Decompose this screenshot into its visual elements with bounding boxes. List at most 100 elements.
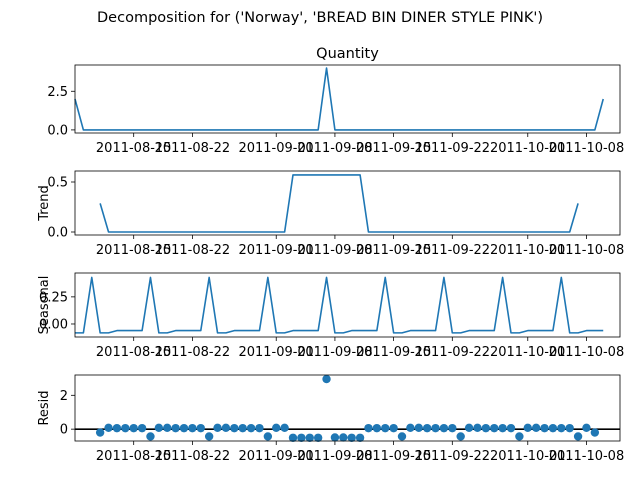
resid-point	[582, 423, 591, 432]
resid-point	[137, 423, 147, 433]
resid-point	[230, 423, 239, 433]
resid-point	[163, 423, 172, 432]
resid-point	[238, 423, 247, 433]
axes-frame	[74, 374, 621, 442]
resid-point	[188, 423, 197, 433]
y-tick-label: 2.5	[47, 85, 68, 100]
x-tick-label: 2011-09-15	[356, 449, 432, 464]
resid-point	[439, 423, 449, 433]
y-tick-label: 0.00	[39, 317, 68, 332]
resid-point	[590, 428, 600, 437]
resid-point	[112, 423, 122, 433]
x-tick-label: 2011-10-01	[490, 243, 566, 258]
x-tick-label: 2011-10-01	[490, 141, 566, 156]
resid-point	[573, 432, 583, 441]
axes-frame	[74, 170, 621, 236]
x-tick-label: 2011-08-15	[96, 345, 172, 360]
resid-point	[305, 433, 314, 442]
x-tick-label: 2011-10-08	[549, 243, 625, 258]
x-tick-label: 2011-10-01	[490, 449, 566, 464]
x-tick-label: 2011-10-08	[549, 345, 625, 360]
resid-point	[288, 433, 298, 442]
x-tick-label: 2011-09-01	[238, 345, 314, 360]
resid-point	[431, 423, 440, 433]
resid-point	[330, 433, 340, 442]
resid-point	[448, 423, 457, 433]
x-tick-label: 2011-09-08	[297, 243, 373, 258]
resid-point	[456, 432, 465, 441]
resid-point	[414, 423, 423, 432]
x-tick-label: 2011-10-01	[490, 345, 566, 360]
resid-point	[146, 432, 155, 441]
resid-point	[221, 423, 231, 432]
x-tick-label: 2011-08-22	[155, 141, 231, 156]
y-tick-label: 2	[60, 389, 68, 404]
resid-point	[473, 423, 482, 432]
resid-point	[339, 433, 348, 442]
resid-point	[464, 423, 474, 432]
resid-point	[540, 423, 549, 433]
resid-point	[95, 428, 105, 437]
x-tick-label: 2011-09-08	[297, 141, 373, 156]
y-tick-label: 0.0	[47, 226, 68, 241]
x-tick-label: 2011-08-15	[96, 141, 172, 156]
x-tick-label: 2011-08-22	[155, 345, 231, 360]
resid-point	[129, 423, 138, 433]
resid-point	[196, 423, 205, 433]
figure-suptitle: Decomposition for ('Norway', 'BREAD BIN …	[97, 10, 543, 26]
y-tick-label: 0	[60, 423, 68, 438]
x-tick-label: 2011-10-08	[549, 141, 625, 156]
resid-point	[506, 423, 516, 433]
x-tick-label: 2011-09-08	[297, 345, 373, 360]
resid-point	[397, 432, 407, 441]
x-tick-label: 2011-09-22	[415, 243, 491, 258]
series-line	[74, 67, 605, 131]
y-tick-label: 0.25	[39, 290, 68, 305]
resid-point	[515, 432, 524, 441]
resid-point	[246, 423, 256, 433]
x-tick-label: 2011-09-15	[356, 141, 432, 156]
resid-point	[531, 423, 541, 432]
axes-frame	[74, 272, 621, 338]
x-tick-label: 2011-09-08	[297, 449, 373, 464]
resid-point	[171, 423, 180, 433]
x-tick-label: 2011-09-15	[356, 243, 432, 258]
resid-point	[498, 423, 507, 433]
resid-point	[154, 423, 164, 432]
y-axis-label: Seasonal	[37, 276, 52, 335]
y-tick-label: 0.5	[47, 176, 68, 191]
resid-point	[481, 423, 491, 433]
y-axis-label: Resid	[37, 390, 52, 425]
resid-point	[523, 423, 532, 432]
resid-point	[255, 423, 264, 433]
resid-point	[322, 374, 331, 384]
series-line	[99, 174, 579, 233]
resid-point	[381, 423, 390, 433]
resid-point	[372, 423, 382, 433]
x-tick-label: 2011-09-01	[238, 449, 314, 464]
x-tick-label: 2011-09-22	[415, 449, 491, 464]
resid-point	[280, 423, 289, 432]
x-tick-label: 2011-09-01	[238, 141, 314, 156]
resid-point	[355, 433, 365, 442]
resid-point	[548, 423, 558, 433]
resid-point	[272, 423, 281, 432]
x-tick-label: 2011-08-22	[155, 449, 231, 464]
resid-point	[313, 433, 323, 442]
x-tick-label: 2011-08-22	[155, 243, 231, 258]
resid-point	[121, 423, 130, 433]
resid-point	[297, 433, 306, 442]
resid-point	[490, 423, 499, 433]
x-tick-label: 2011-08-15	[96, 243, 172, 258]
x-tick-label: 2011-09-01	[238, 243, 314, 258]
y-axis-label: Trend	[37, 185, 52, 222]
resid-point	[406, 423, 415, 432]
series-line	[75, 276, 604, 334]
x-tick-label: 2011-10-08	[549, 449, 625, 464]
